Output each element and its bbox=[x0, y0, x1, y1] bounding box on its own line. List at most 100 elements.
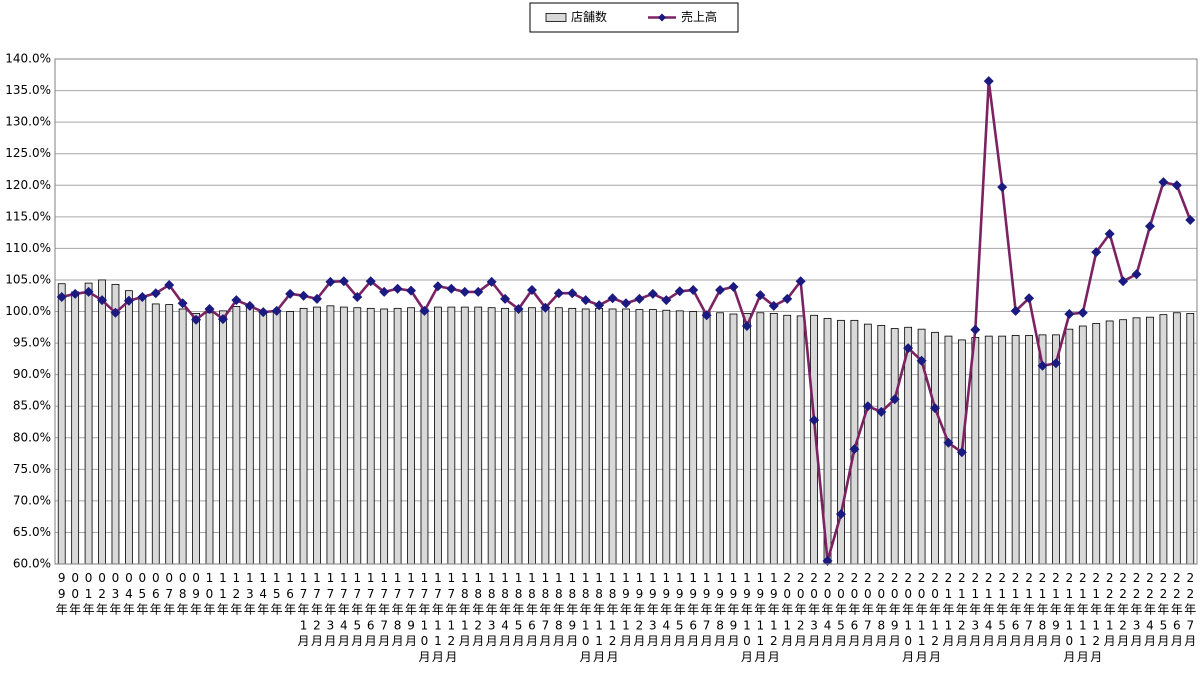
marker bbox=[123, 295, 134, 306]
bar bbox=[151, 303, 160, 565]
marker bbox=[271, 305, 282, 316]
bar bbox=[971, 336, 980, 565]
bar bbox=[447, 306, 456, 565]
bar bbox=[326, 305, 335, 565]
y-tick-label: 135.0% bbox=[5, 83, 51, 97]
bar bbox=[528, 307, 536, 565]
legend-label: 売上高 bbox=[681, 9, 717, 24]
bar bbox=[178, 308, 187, 565]
marker bbox=[1077, 307, 1088, 318]
marker bbox=[1158, 177, 1169, 188]
bar bbox=[863, 323, 872, 565]
bar bbox=[1052, 334, 1060, 565]
bar bbox=[1105, 320, 1114, 565]
marker bbox=[1131, 269, 1142, 280]
marker bbox=[432, 281, 443, 292]
bar bbox=[635, 309, 644, 565]
marker bbox=[607, 293, 618, 304]
bar bbox=[366, 307, 375, 565]
marker bbox=[406, 285, 417, 296]
marker bbox=[217, 314, 228, 325]
marker bbox=[903, 343, 914, 354]
marker bbox=[594, 300, 605, 311]
y-tick-label: 125.0% bbox=[5, 146, 51, 160]
y-tick-label: 75.0% bbox=[13, 462, 51, 476]
bar bbox=[944, 335, 953, 565]
bar bbox=[554, 307, 563, 565]
bar bbox=[501, 307, 509, 565]
marker bbox=[688, 285, 699, 296]
marker bbox=[1091, 247, 1102, 258]
marker bbox=[715, 285, 726, 296]
marker bbox=[311, 293, 322, 304]
bar bbox=[931, 331, 939, 565]
bar bbox=[434, 306, 442, 565]
bar bbox=[138, 296, 147, 565]
marker bbox=[258, 307, 269, 318]
marker bbox=[1171, 180, 1182, 191]
bar bbox=[904, 326, 913, 565]
bar bbox=[1065, 328, 1074, 565]
marker bbox=[755, 290, 766, 301]
marker bbox=[1144, 221, 1155, 232]
bar bbox=[783, 314, 792, 565]
marker bbox=[956, 447, 967, 458]
bar bbox=[272, 310, 281, 565]
marker bbox=[56, 291, 67, 302]
bar bbox=[407, 307, 415, 565]
marker bbox=[835, 509, 846, 520]
marker bbox=[647, 288, 658, 299]
y-tick-label: 100.0% bbox=[5, 304, 51, 318]
bar bbox=[420, 308, 429, 565]
bar bbox=[877, 324, 886, 565]
bar bbox=[716, 312, 724, 565]
marker bbox=[768, 300, 779, 311]
marker bbox=[365, 276, 376, 287]
bar bbox=[675, 310, 684, 565]
bar bbox=[1119, 319, 1127, 565]
marker bbox=[943, 437, 954, 448]
y-tick-label: 85.0% bbox=[13, 399, 51, 413]
marker bbox=[1024, 293, 1035, 304]
y-tick-label: 115.0% bbox=[5, 209, 51, 223]
plot-border bbox=[54, 58, 1198, 565]
marker bbox=[392, 283, 403, 294]
bar bbox=[595, 307, 604, 565]
marker bbox=[177, 298, 188, 309]
bar bbox=[998, 335, 1007, 565]
marker bbox=[1104, 228, 1115, 239]
bar bbox=[286, 311, 295, 565]
marker bbox=[298, 290, 309, 301]
marker bbox=[231, 295, 242, 306]
y-tick-label: 80.0% bbox=[13, 430, 51, 444]
